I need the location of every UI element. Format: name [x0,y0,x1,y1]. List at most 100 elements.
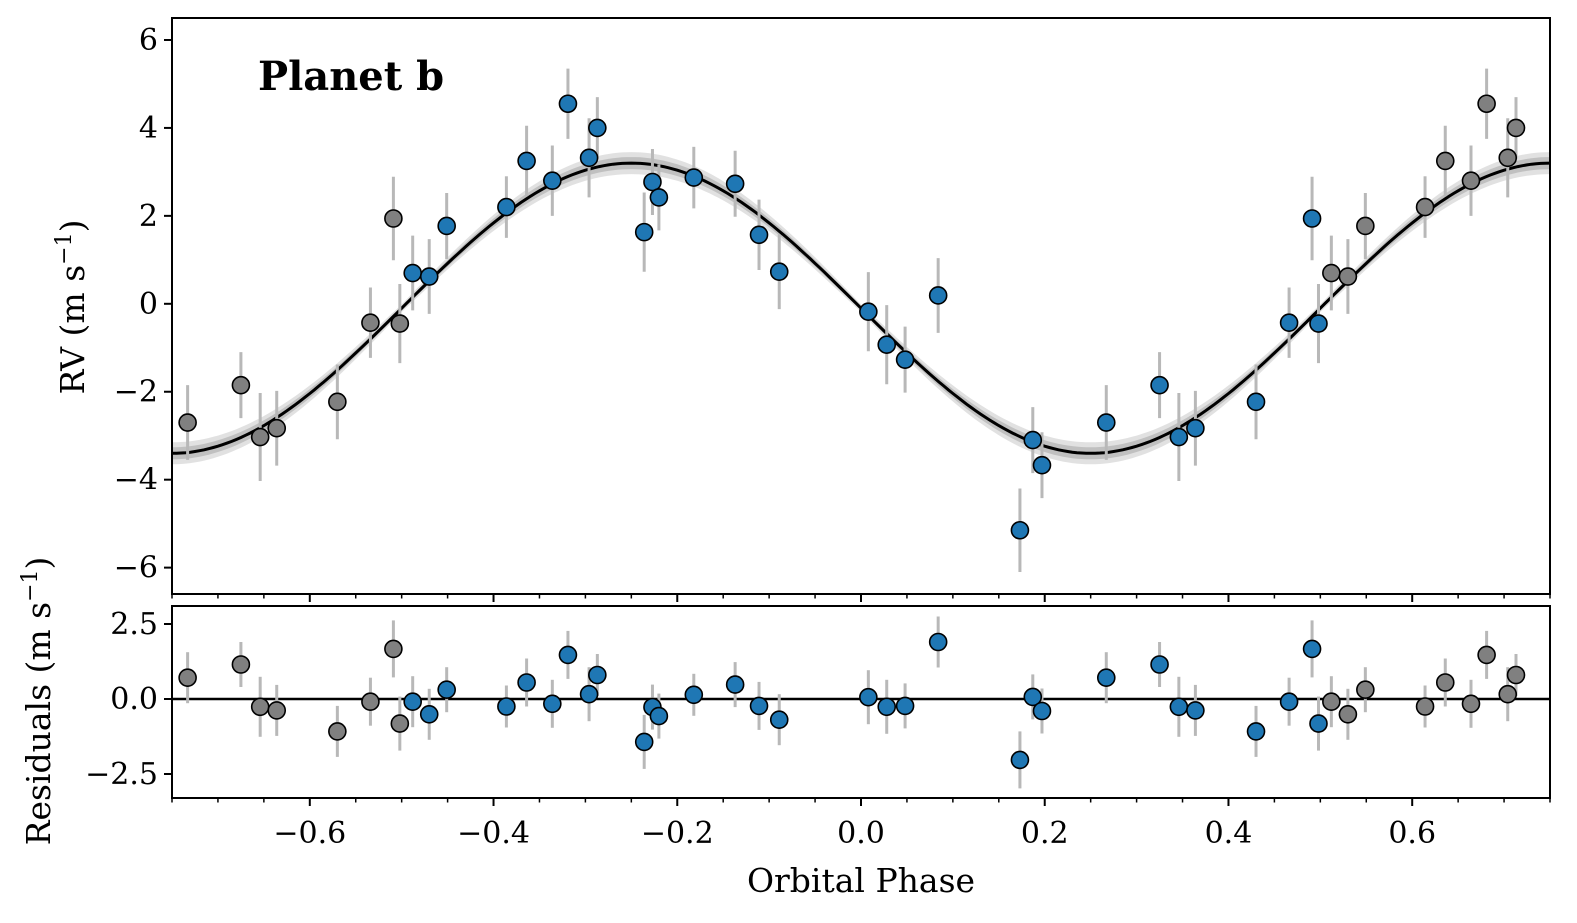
rv-point-observed-20 [684,168,704,187]
residuals-point-repeated-15 [1498,684,1518,704]
rv-point-repeated-10 [1356,216,1375,236]
rv-point-repeated-6 [384,209,403,228]
rv-point-observed-15 [579,148,599,168]
xtick-label-2: −0.2 [641,816,714,851]
residuals-point-repeated-6 [384,639,403,659]
rv-point-repeated-7 [390,314,410,333]
residuals-point-observed-3 [1186,701,1205,720]
rv-ytick-label-2: −2 [114,375,158,410]
residuals-point-observed-10 [437,680,456,700]
rv-point-repeated-11 [1415,197,1435,217]
rv-axis-title-exponent: −1 [52,232,77,264]
rv-point-observed-7 [1309,314,1328,333]
residuals-point-repeated-16 [1506,665,1526,685]
rv-point-repeated-12 [1435,151,1455,171]
xtick-label-5: 0.4 [1205,816,1253,851]
residuals-point-observed-17 [634,732,654,752]
residuals-point-observed-23 [769,710,789,730]
residuals-point-repeated-2 [250,697,270,717]
residuals-ytick-label-1: 0.0 [110,682,158,717]
residuals-point-repeated-8 [1322,692,1341,712]
residuals-ytick-label-0: −2.5 [85,757,158,792]
residuals-point-repeated-0 [178,668,197,688]
rv-point-observed-28 [1010,520,1030,540]
rv-point-observed-25 [877,335,897,354]
rv-point-observed-12 [517,151,536,171]
residuals-point-observed-26 [895,696,915,716]
rv-point-observed-21 [725,174,745,194]
xtick-label-3: 0.0 [837,816,885,851]
residuals-point-observed-25 [877,697,897,717]
rv-point-observed-4 [1246,392,1266,412]
residuals-point-observed-4 [1246,722,1266,741]
rv-ytick-label-0: −6 [114,551,158,586]
residuals-point-observed-9 [419,704,439,724]
rv-point-repeated-2 [250,427,270,447]
residuals-point-observed-11 [497,697,516,716]
residuals-point-observed-27 [928,632,948,652]
residuals-point-observed-6 [1302,639,1322,659]
residuals-point-observed-2 [1169,697,1189,717]
rv-point-observed-18 [643,172,662,192]
rv-axis-title-close: ) [53,220,92,233]
rv-point-repeated-14 [1477,94,1496,114]
residuals-point-repeated-10 [1356,680,1375,700]
residuals-point-repeated-14 [1477,645,1496,665]
rv-point-observed-13 [543,171,562,190]
residuals-axis-title-main: Residuals (m s [19,602,58,846]
xtick-label-0: −0.6 [273,816,346,851]
residuals-point-observed-13 [543,694,562,714]
residuals-point-repeated-12 [1435,673,1455,692]
rv-ytick-label-3: 0 [139,287,158,322]
residuals-point-observed-5 [1279,692,1299,712]
residuals-axis-title: Residuals (m s−1) [18,557,58,846]
residuals-point-repeated-7 [390,714,410,733]
rv-point-observed-2 [1169,427,1189,447]
residuals-point-repeated-11 [1415,697,1435,716]
residuals-ytick-label-2: 2.5 [110,607,158,642]
rv-axis-title-main: RV (m s [53,265,92,395]
rv-point-observed-6 [1302,209,1322,228]
rv-point-observed-0 [1096,413,1116,432]
residuals-point-observed-22 [749,696,769,716]
rv-point-observed-26 [895,350,915,369]
residuals-point-observed-16 [588,665,607,685]
residuals-point-repeated-4 [328,722,347,741]
residuals-point-observed-15 [579,684,599,704]
residuals-point-observed-30 [1032,701,1052,721]
rv-point-observed-17 [634,222,654,242]
rv-ytick-label-6: 6 [139,23,158,58]
rv-point-repeated-9 [1338,267,1358,286]
residuals-axis-title-close: ) [19,557,58,570]
residuals-point-repeated-3 [267,701,287,720]
xtick-label-1: −0.4 [457,816,530,851]
residuals-point-repeated-5 [361,692,380,712]
residuals-point-observed-19 [649,706,669,726]
rv-point-observed-1 [1150,375,1169,395]
xtick-label-4: 0.2 [1021,816,1069,851]
rv-point-repeated-13 [1461,171,1481,190]
residuals-plot-area [172,616,1550,789]
residuals-point-repeated-1 [231,655,251,674]
residuals-point-observed-24 [859,687,878,707]
rv-point-observed-11 [497,197,516,217]
residuals-point-observed-29 [1023,687,1043,707]
rv-point-repeated-16 [1506,118,1526,138]
residuals-point-observed-8 [403,692,422,712]
residuals-point-repeated-9 [1338,704,1358,724]
rv-ytick-label-4: 2 [139,199,158,234]
rv-point-repeated-3 [267,418,287,438]
rv-point-observed-23 [769,262,789,282]
rv-point-observed-3 [1186,418,1205,438]
rv-point-observed-19 [649,188,669,207]
rv-point-repeated-8 [1322,263,1341,283]
residuals-point-observed-1 [1150,655,1169,674]
rv-point-observed-30 [1032,455,1052,475]
rv-point-observed-8 [403,263,422,283]
rv-point-repeated-15 [1498,148,1518,168]
residuals-point-observed-20 [684,685,704,705]
rv-point-observed-5 [1279,313,1299,333]
x-axis-title: Orbital Phase [747,861,975,900]
rv-point-repeated-5 [361,313,380,333]
